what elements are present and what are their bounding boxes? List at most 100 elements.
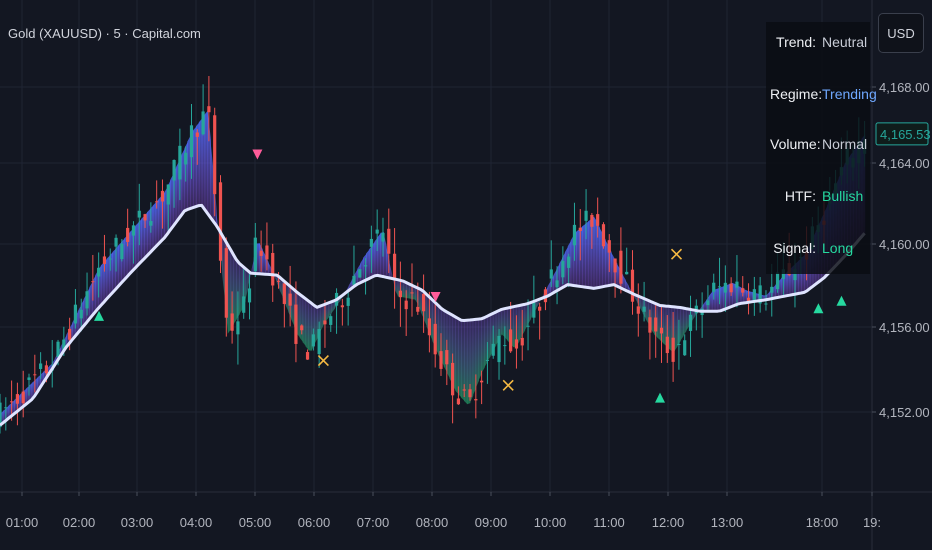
bear-fill [331,300,335,313]
bull-fill [95,269,99,313]
bull-fill [371,241,376,278]
y-tick-label: 4,168.00 [879,80,930,95]
info-key: HTF: [784,188,816,204]
x-tick-label: 08:00 [416,515,449,530]
candle-body [729,283,733,293]
candle-body [427,318,431,336]
trend-fill [0,110,866,426]
candle-body [723,282,727,293]
candle-body [770,286,774,293]
candle-body [369,238,373,247]
bear-fill [314,305,318,345]
bull-fill [547,280,552,297]
candle-body [439,351,443,369]
candle-body [462,389,466,391]
bear-fill [469,319,474,404]
moving-average [0,203,866,427]
candle-body [44,365,49,374]
candle-body [300,325,304,331]
candle-body [451,362,455,396]
x-tick-label: 05:00 [239,515,272,530]
long-signal-icon [655,392,665,403]
info-key: Signal: [773,240,816,256]
candle-body [775,272,780,290]
bear-fill [279,277,284,298]
bear-fill [518,304,523,342]
bull-fill [152,202,157,250]
candle-body [10,401,14,403]
candle-body [224,248,228,318]
candle-body [381,232,385,242]
info-value: Long [822,240,854,256]
candle-body [189,125,194,158]
info-key: Volume: [770,136,821,152]
bear-fill [685,308,690,332]
bull-fill [106,255,111,300]
candle-body [456,398,461,405]
candle-body [247,288,252,303]
candle-body [329,316,333,325]
bear-fill [639,296,644,314]
bull-fill [576,228,580,287]
bear-fill [285,282,289,312]
bull-fill [383,232,387,278]
bull-fill [268,261,272,275]
candle-body [166,184,170,205]
currency-button[interactable]: USD [878,13,924,53]
bear-fill [501,308,505,338]
bear-fill [481,317,485,374]
candle-body [253,237,257,272]
bear-fill [674,306,678,351]
x-tick-label: 12:00 [652,515,685,530]
x-tick-label: 19: [863,515,881,530]
x-tick-label: 04:00 [180,515,213,530]
candle-body [410,292,414,294]
candle-body [155,201,159,203]
candle-body [363,265,368,267]
price-axis-bg [872,0,932,550]
bear-fill [680,307,684,341]
candle-body [79,309,83,319]
candle-body [741,288,745,293]
candle-body [288,293,292,306]
candle-body [387,228,391,254]
info-row-htf: HTF: Bullish [766,188,870,208]
candle-body [33,374,37,376]
candle-body [497,335,501,363]
candle-body [642,306,646,312]
bull-fill [11,399,16,416]
x-tick-label: 11:00 [593,515,625,530]
candle-body [584,210,588,221]
bear-fill [406,282,410,299]
bear-fill [662,305,667,346]
bear-fill [325,302,330,322]
y-tick-label: 4,164.00 [879,156,930,171]
candle-body [607,240,611,253]
bear-fill [512,306,517,348]
info-value: Bullish [822,188,864,204]
bull-fill [570,234,575,286]
candle-body [340,305,344,308]
bear-fill [487,314,491,362]
bear-fill [458,318,462,398]
bear-fill [657,304,661,341]
info-value: Trending [822,86,877,102]
candle-body [218,182,223,261]
bull-fill [146,208,151,256]
short-signal-icon [252,149,263,160]
candle-body [717,286,722,288]
bear-fill [417,288,422,313]
last-price-label: 4,165.53 [880,127,931,142]
candle-body [178,145,182,180]
candle-body [56,341,60,357]
candle-body [207,106,211,113]
bull-fill [155,198,160,247]
candle-body [242,296,246,313]
y-tick-label: 4,156.00 [879,320,930,335]
bull-fill [158,195,162,244]
candle-body [561,260,565,278]
candle-body [735,281,739,288]
candle-body [671,337,675,362]
candle-body [358,269,362,278]
